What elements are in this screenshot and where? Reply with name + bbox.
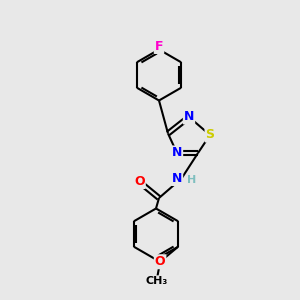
Text: O: O [155, 255, 165, 268]
Text: S: S [206, 128, 214, 142]
Text: CH₃: CH₃ [146, 276, 168, 286]
Text: F: F [155, 40, 163, 53]
Text: H: H [188, 175, 196, 185]
Text: N: N [184, 110, 194, 124]
Text: N: N [172, 172, 182, 185]
Text: O: O [134, 175, 145, 188]
Text: N: N [172, 146, 182, 160]
